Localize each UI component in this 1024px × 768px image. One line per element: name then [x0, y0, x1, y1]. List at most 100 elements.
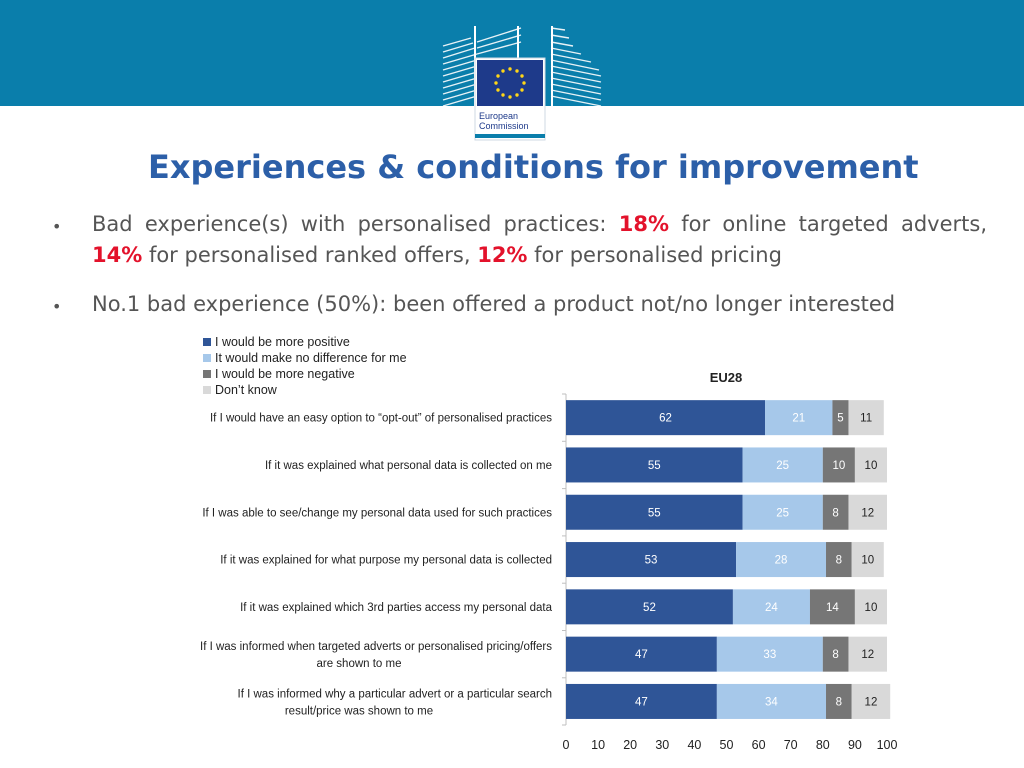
category-label: If it was explained which 3rd parties ac… — [240, 602, 553, 614]
bar-segment — [566, 589, 733, 625]
x-tick-label: 30 — [655, 738, 669, 752]
data-label: 21 — [792, 413, 805, 425]
x-tick-label: 40 — [687, 738, 701, 752]
building-logo-graphic — [442, 27, 602, 107]
bar-segment — [809, 589, 855, 625]
bullet-text-part: for personalised pricing — [527, 243, 782, 267]
x-tick-label: 80 — [816, 738, 830, 752]
data-label: 8 — [836, 696, 842, 708]
legend-label: I would be more positive — [215, 335, 350, 349]
legend-label: Don’t know — [215, 383, 277, 397]
data-label: 24 — [765, 602, 778, 614]
legend-swatch — [203, 354, 211, 362]
category-label: are shown to me — [316, 658, 401, 670]
data-label: 55 — [648, 507, 661, 519]
data-label: 25 — [776, 507, 789, 519]
legend-label: I would be more negative — [215, 367, 355, 381]
eu-stars-icon — [494, 67, 526, 99]
category-label: If I would have an easy option to “opt-o… — [210, 413, 552, 425]
bar-segment — [566, 683, 717, 719]
category-label: result/price was shown to me — [285, 705, 433, 717]
category-label: If I was able to see/change my personal … — [202, 507, 552, 519]
data-label: 62 — [659, 413, 672, 425]
bullet-text-part: No.1 bad experience (50%): been offered … — [92, 292, 896, 316]
data-label: 12 — [865, 696, 878, 708]
bar-segment — [736, 542, 827, 578]
legend-swatch — [203, 338, 211, 346]
data-label: 8 — [832, 649, 838, 661]
data-label: 12 — [861, 649, 874, 661]
bar-segment — [832, 400, 849, 436]
data-label: 10 — [865, 460, 878, 472]
legend-item-more-negative: I would be more negative — [203, 366, 407, 382]
bar-segment — [826, 683, 852, 719]
bar-segment — [826, 542, 852, 578]
chart-title: EU28 — [710, 370, 743, 385]
bar-segment — [566, 400, 766, 436]
x-tick-label: 100 — [877, 738, 898, 752]
x-tick-label: 20 — [623, 738, 637, 752]
legend-item-dont-know: Don’t know — [203, 382, 407, 398]
x-tick-label: 90 — [848, 738, 862, 752]
bar-segment — [848, 494, 887, 530]
bullet-text-part: for online targeted adverts, — [668, 212, 987, 236]
legend-label: It would make no difference for me — [215, 351, 407, 365]
data-label: 8 — [836, 555, 842, 567]
bar-segment — [848, 400, 884, 436]
bar-segment — [848, 636, 887, 672]
category-label: If I was informed when targeted adverts … — [200, 641, 552, 653]
data-label: 8 — [832, 507, 838, 519]
bullet-text-part: for personalised ranked offers, — [142, 243, 478, 267]
legend-swatch — [203, 386, 211, 394]
bar-segment — [716, 683, 827, 719]
data-label: 34 — [765, 696, 778, 708]
bar-segment — [822, 447, 855, 483]
data-label: 33 — [763, 649, 776, 661]
bar-segment — [822, 494, 849, 530]
data-label: 14 — [826, 602, 839, 614]
bullet-text-no1-bad-experience: No.1 bad experience (50%): been offered … — [92, 289, 987, 320]
data-label: 25 — [776, 460, 789, 472]
bullet-marker: • — [52, 217, 62, 236]
data-label: 28 — [775, 555, 788, 567]
bar-segment — [566, 636, 717, 672]
data-label: 47 — [635, 696, 648, 708]
page-title: Experiences & conditions for improvement — [148, 148, 919, 186]
data-label: 52 — [643, 602, 656, 614]
bar-segment — [854, 589, 887, 625]
bullet-marker: • — [52, 297, 62, 316]
data-label: 10 — [865, 602, 878, 614]
bar-segment — [566, 494, 743, 530]
logo-text-european: European — [479, 111, 518, 121]
highlight-percent: 14% — [92, 243, 143, 267]
data-label: 5 — [837, 413, 843, 425]
highlight-percent: 12% — [477, 243, 528, 267]
x-tick-label: 50 — [720, 738, 734, 752]
category-label: If it was explained what personal data i… — [265, 460, 552, 472]
x-tick-label: 60 — [752, 738, 766, 752]
bar-segment — [854, 447, 887, 483]
x-tick-label: 0 — [563, 738, 570, 752]
bar-segment — [732, 589, 810, 625]
legend-item-no-difference: It would make no difference for me — [203, 350, 407, 366]
data-label: 47 — [635, 649, 648, 661]
highlight-percent: 18% — [618, 212, 669, 236]
data-label: 10 — [861, 555, 874, 567]
data-label: 12 — [861, 507, 874, 519]
legend-swatch — [203, 370, 211, 378]
data-label: 11 — [860, 413, 872, 425]
x-tick-label: 70 — [784, 738, 798, 752]
bar-segment — [851, 683, 891, 719]
category-label: If I was informed why a particular adver… — [238, 688, 552, 700]
bar-segment — [716, 636, 823, 672]
logo-text-commission: Commission — [479, 121, 529, 131]
data-label: 10 — [832, 460, 845, 472]
category-label: If it was explained for what purpose my … — [220, 555, 552, 567]
bar-segment — [742, 447, 823, 483]
chart-legend: I would be more positive It would make n… — [203, 334, 407, 398]
legend-item-more-positive: I would be more positive — [203, 334, 407, 350]
bullet-text-part: Bad experience(s) with personalised prac… — [92, 212, 619, 236]
x-tick-label: 10 — [591, 738, 605, 752]
bar-segment — [851, 542, 884, 578]
